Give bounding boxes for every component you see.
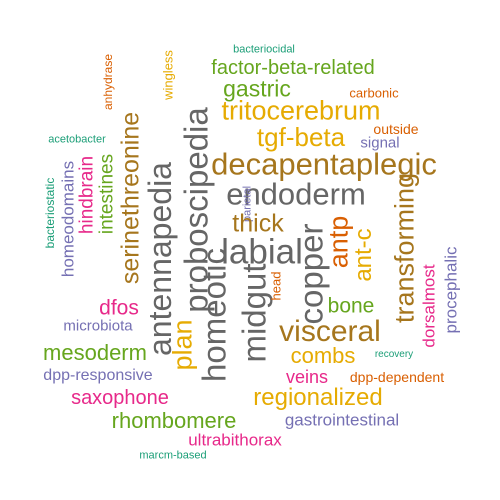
word-veins: veins bbox=[285, 367, 329, 387]
word-labial: labial bbox=[221, 232, 303, 272]
word-ultrabithorax: ultrabithorax bbox=[188, 430, 282, 450]
word-midgut: midgut bbox=[235, 263, 273, 363]
word-endoderm: endoderm bbox=[226, 176, 366, 212]
word-bacteriostatic: bacteriostatic bbox=[43, 177, 57, 249]
word-transforming: transforming bbox=[389, 172, 420, 324]
word-rhombomere: rhombomere bbox=[111, 408, 237, 433]
word-outside: outside bbox=[373, 121, 419, 137]
word-tgf-beta: tgf-beta bbox=[256, 122, 346, 152]
word-antp: antp bbox=[323, 215, 354, 269]
word-copper: copper bbox=[292, 223, 330, 325]
word-dorsalmost: dorsalmost bbox=[419, 264, 439, 348]
word-combs: combs bbox=[290, 343, 356, 368]
word-tritocerebrum: tritocerebrum bbox=[221, 95, 381, 126]
word-procephalic: procephalic bbox=[441, 246, 461, 334]
word-hindbrain: hindbrain bbox=[76, 155, 98, 235]
word-dfos: dfos bbox=[99, 296, 139, 320]
word-thick: thick bbox=[232, 209, 284, 238]
word-regionalized: regionalized bbox=[253, 384, 383, 411]
word-saxophone: saxophone bbox=[71, 387, 169, 409]
word-mesoderm: mesoderm bbox=[43, 340, 147, 365]
word-signal: signal bbox=[360, 134, 400, 152]
word-homeotic: homeotic bbox=[195, 248, 233, 382]
word-bacteriocidal: bacteriocidal bbox=[233, 43, 295, 56]
word-carbonic: carbonic bbox=[349, 85, 399, 101]
word-homeodomains: homeodomains bbox=[58, 160, 78, 278]
word-wingless: wingless bbox=[160, 50, 176, 100]
word-acetobacter: acetobacter bbox=[48, 133, 106, 146]
word-bone: bone bbox=[327, 294, 375, 318]
word-dpp-dependent: dpp-dependent bbox=[349, 369, 445, 385]
word-serinethreonine: serinethreonine bbox=[116, 111, 145, 285]
word-visceral: visceral bbox=[279, 315, 381, 348]
word-decapentaplegic: decapentaplegic bbox=[211, 146, 437, 182]
word-microbiota: microbiota bbox=[63, 317, 133, 335]
word-head: head bbox=[268, 271, 284, 301]
word-gastric: gastric bbox=[223, 75, 291, 102]
word-ant-c: ant-c bbox=[350, 228, 377, 282]
word-dpp-responsive: dpp-responsive bbox=[43, 367, 153, 384]
word-marcm-based: marcm-based bbox=[139, 449, 207, 462]
word-factor-beta-related: factor-beta-related bbox=[211, 57, 375, 79]
word-intestines: intestines bbox=[96, 153, 118, 235]
word-anhydrase: anhydrase bbox=[101, 53, 115, 111]
word-gastrointestinal: gastrointestinal bbox=[284, 410, 400, 430]
word-plan: plan bbox=[167, 319, 198, 371]
word-recovery: recovery bbox=[374, 349, 414, 360]
